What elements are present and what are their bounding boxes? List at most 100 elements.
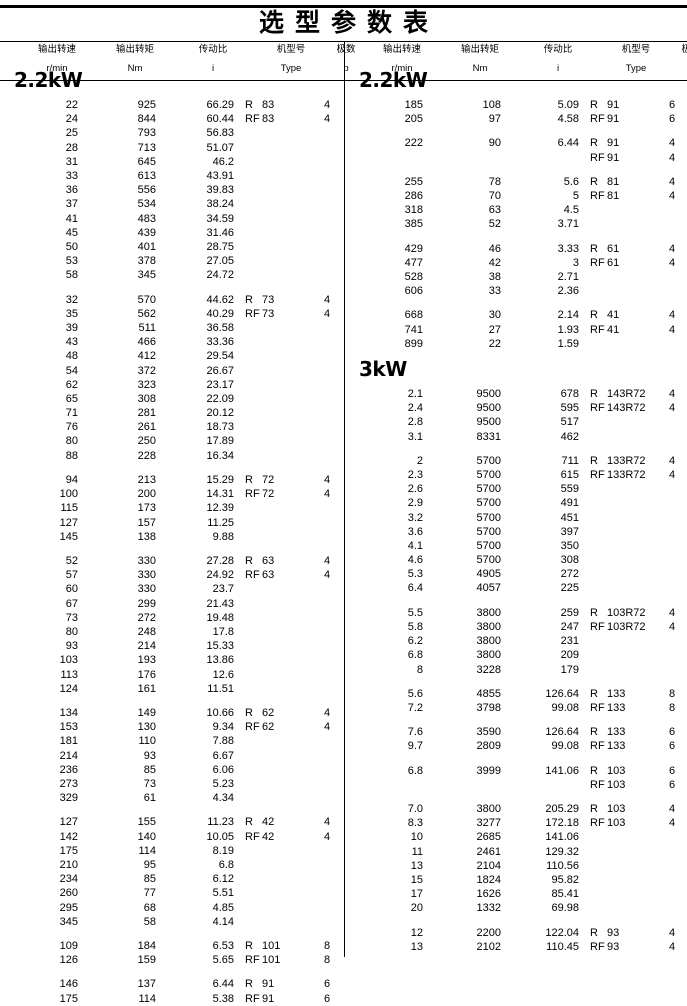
cell-poles: 4 — [323, 488, 331, 501]
table-row: 28 713 51.07 — [0, 141, 344, 155]
cell-output-torque: 4057 — [476, 582, 501, 595]
table-row: 12 2200 122.04 R 93 4 — [345, 926, 687, 940]
header-group-left: 输出转速 r/min 输出转矩 Nm 传动比 i 机型号 Type 极数 p — [0, 41, 356, 80]
spec-group: 134 149 10.66 R 62 4 153 130 9.34 RF 62 4 181 110 7.88… — [0, 706, 344, 805]
cell-output-speed: 5.5 — [407, 606, 423, 619]
cell-output-torque: 401 — [137, 240, 156, 253]
cell-output-torque: 95 — [143, 858, 156, 871]
cell-output-speed: 124 — [59, 682, 78, 695]
cell-output-torque: 3999 — [476, 764, 501, 777]
cell-output-speed: 53 — [65, 255, 78, 268]
header-label-unit: i — [556, 63, 560, 74]
cell-model-type: R 81 — [579, 175, 657, 189]
model-code: 72 — [262, 474, 275, 486]
cell-output-torque: 281 — [137, 407, 156, 420]
cell-ratio: 14.31 — [206, 488, 234, 501]
model-code: 72 — [262, 488, 275, 501]
cell-output-torque: 22 — [488, 337, 501, 350]
cell-poles: 4 — [668, 926, 676, 939]
cell-poles: 4 — [323, 474, 331, 486]
table-row: 88 228 16.34 — [0, 449, 344, 463]
model-prefix: RF — [590, 701, 605, 714]
table-row: 236 85 6.06 — [0, 763, 344, 777]
model-prefix: R — [590, 242, 598, 255]
spec-group: 22 925 66.29 R 83 4 24 844 60.44 RF 83 4 25 793 56.83 2… — [0, 98, 344, 282]
table-row: 93 214 15.33 — [0, 639, 344, 653]
cell-ratio: 26.67 — [206, 364, 234, 377]
model-code: 133 — [607, 687, 626, 700]
model-code: 133 — [607, 740, 626, 753]
model-prefix: R — [245, 99, 253, 111]
cell-output-torque: 2200 — [476, 926, 501, 939]
table-row: 255 78 5.6 R 81 4 — [345, 175, 687, 189]
table-row: 2.9 5700 491 — [345, 496, 687, 510]
cell-output-torque: 33 — [488, 285, 501, 298]
model-code: 103R72 — [607, 606, 646, 619]
cell-ratio: 272 — [560, 568, 579, 581]
cell-poles: 4 — [668, 388, 676, 400]
cell-output-torque: 5700 — [476, 511, 501, 524]
model-code: 81 — [607, 175, 620, 188]
table-row: 528 38 2.71 — [345, 270, 687, 284]
table-row: 54 372 26.67 — [0, 364, 344, 378]
model-prefix: RF — [590, 323, 605, 336]
cell-ratio: 99.08 — [551, 740, 579, 753]
model-prefix: RF — [590, 468, 605, 481]
cell-output-torque: 138 — [137, 530, 156, 543]
cell-poles: 4 — [323, 99, 331, 111]
model-prefix: R — [245, 293, 253, 306]
cell-model-type: R 41 — [579, 308, 657, 322]
table-row: 115 173 12.39 — [0, 501, 344, 515]
cell-model-type: R 103 — [579, 802, 657, 816]
table-row: 6.2 3800 231 — [345, 634, 687, 648]
table-row: 109 184 6.53 R 101 8 — [0, 939, 344, 953]
cell-output-speed: 273 — [59, 777, 78, 790]
cell-model-type: R 133 — [579, 687, 657, 701]
cell-output-torque: 3800 — [476, 620, 501, 633]
cell-output-torque: 2685 — [476, 831, 501, 844]
table-row: 2.4 9500 595 RF 143R72 4 — [345, 401, 687, 415]
cell-output-torque: 299 — [137, 597, 156, 610]
cell-output-speed: 65 — [65, 392, 78, 405]
table-row: 45 439 31.46 — [0, 226, 344, 240]
table-row: 37 534 38.24 — [0, 197, 344, 211]
cell-ratio: 27.28 — [206, 555, 234, 567]
cell-output-speed: 109 — [59, 940, 78, 952]
cell-output-torque: 556 — [137, 184, 156, 197]
header-model-type-right: 机型号 Type — [597, 43, 675, 75]
cell-poles: 4 — [323, 307, 331, 320]
cell-output-speed: 80 — [65, 435, 78, 448]
cell-ratio: 225 — [560, 582, 579, 595]
cell-poles: 6 — [323, 992, 331, 1005]
cell-output-torque: 93 — [143, 749, 156, 762]
header-label-unit: i — [211, 63, 215, 74]
cell-ratio: 46.2 — [212, 155, 234, 168]
cell-ratio: 110.56 — [546, 859, 579, 872]
table-row: 15 1824 95.82 — [345, 873, 687, 887]
cell-ratio: 491 — [560, 497, 579, 510]
cell-output-torque: 78 — [488, 175, 501, 188]
model-code: 61 — [607, 242, 620, 255]
cell-output-torque: 613 — [137, 169, 156, 182]
header-output-torque-left: 输出转矩 Nm — [96, 43, 174, 75]
model-prefix: R — [245, 940, 253, 952]
cell-output-torque: 5700 — [476, 468, 501, 481]
cell-poles: 8 — [668, 701, 676, 714]
cell-output-torque: 61 — [143, 792, 156, 805]
model-code: 42 — [262, 816, 275, 829]
table-row: 2.6 5700 559 — [345, 482, 687, 496]
spec-group: 7.6 3590 126.64 R 133 6 9.7 2809 99.08 RF 133 6 — [345, 725, 687, 753]
table-row: 2 5700 711 R 133R72 4 — [345, 454, 687, 468]
table-row: 181 110 7.88 — [0, 734, 344, 748]
cell-output-torque: 114 — [138, 992, 156, 1005]
cell-output-torque: 110 — [138, 735, 156, 748]
cell-output-torque: 3228 — [476, 663, 501, 676]
cell-output-torque: 4855 — [476, 687, 501, 700]
cell-ratio: 141.06 — [545, 764, 579, 777]
cell-output-speed: 17 — [410, 888, 423, 901]
table-row: 899 22 1.59 — [345, 337, 687, 351]
cell-output-speed: 234 — [59, 873, 78, 886]
cell-ratio: 5.6 — [563, 175, 579, 188]
cell-output-torque: 2809 — [476, 740, 501, 753]
spec-group: 185 108 5.09 R 91 6 205 97 4.58 RF 91 6 — [345, 98, 687, 126]
